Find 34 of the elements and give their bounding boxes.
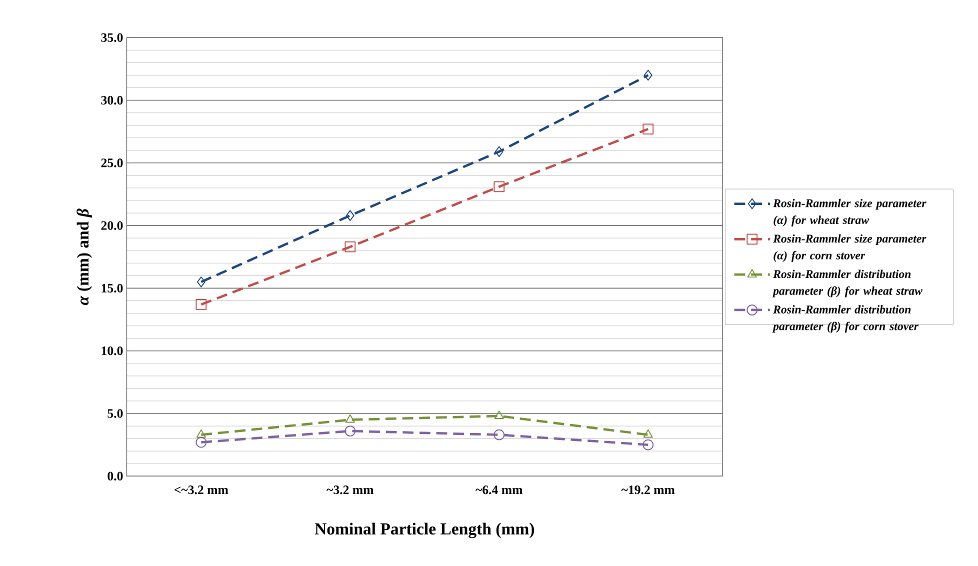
legend-label: Rosin-Rammler size parameter (α) for wheat straw	[773, 198, 926, 226]
y-tick-label: 20.0	[101, 221, 123, 230]
y-tick-label: 5.0	[108, 409, 123, 418]
point	[494, 410, 504, 419]
point	[196, 298, 207, 310]
point	[196, 436, 207, 448]
x-tick-label: <~3.2 mm	[174, 485, 228, 494]
legend-label: Rosin-Rammler size parameter (α) for corn stover	[773, 234, 926, 262]
y-tick-label: 35.0	[101, 33, 123, 42]
y-tick-label: 15.0	[102, 284, 123, 292]
point	[642, 124, 654, 134]
y-tick-label: 25.0	[101, 158, 123, 168]
point	[643, 429, 653, 438]
point	[345, 414, 355, 423]
point	[494, 429, 505, 440]
y-axis-title: α (mm) and β	[76, 208, 92, 305]
point	[494, 146, 504, 157]
point	[644, 70, 652, 81]
x-tick-label: ~19.2 mm	[621, 485, 675, 494]
legend-label: Rosin-Rammler distribution parameter (β) for wheat straw	[772, 270, 923, 298]
point	[196, 276, 206, 288]
point	[344, 425, 356, 436]
x-tick-label: ~3.2 mm	[326, 485, 374, 494]
point	[196, 429, 206, 438]
point	[494, 181, 505, 192]
y-tick-label: 10.0	[102, 346, 123, 356]
point	[344, 241, 356, 252]
legend-label: Rosin-Rammler distribution parameter (β) for corn stover	[772, 305, 919, 333]
point	[346, 210, 354, 221]
x-axis-title: Nominal Particle Length (mm)	[314, 522, 534, 538]
x-tick-label: ~6.4 mm	[476, 485, 523, 494]
point	[642, 439, 654, 450]
y-tick-label: 0.0	[108, 472, 123, 480]
y-tick-label: 30.0	[101, 96, 123, 105]
